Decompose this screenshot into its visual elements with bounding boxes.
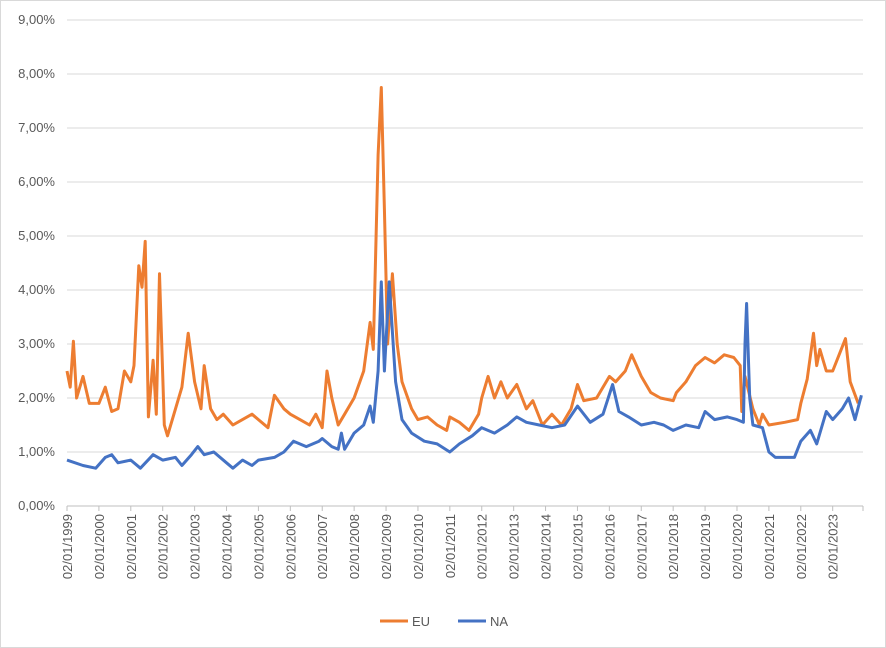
y-tick-label: 7,00% xyxy=(18,120,55,135)
x-tick-label: 02/01/2016 xyxy=(602,514,617,579)
x-tick-label: 02/01/2021 xyxy=(762,514,777,579)
x-tick-label: 02/01/2015 xyxy=(570,514,585,579)
y-tick-label: 9,00% xyxy=(18,12,55,27)
y-tick-label: 4,00% xyxy=(18,282,55,297)
x-tick-label: 02/01/2005 xyxy=(251,514,266,579)
y-tick-label: 0,00% xyxy=(18,498,55,513)
x-tick-label: 02/01/2022 xyxy=(794,514,809,579)
x-tick-label: 02/01/2014 xyxy=(539,514,554,579)
x-tick-label: 02/01/2009 xyxy=(379,514,394,579)
series-na-line xyxy=(66,280,863,470)
x-tick-label: 02/01/2019 xyxy=(698,514,713,579)
x-tick-label: 02/01/2011 xyxy=(443,514,458,578)
x-tick-label: 02/01/2018 xyxy=(666,514,681,579)
x-tick-label: 02/01/2002 xyxy=(156,514,171,579)
y-tick-label: 3,00% xyxy=(18,336,55,351)
x-tick-label: 02/01/2013 xyxy=(507,514,522,579)
x-axis-ticks: 02/01/1999 02/01/2000 02/01/2001 02/01/2002… xyxy=(60,506,864,579)
y-axis-ticks: 0,00% 1,00% 2,00% 3,00% 4,00% 5,00% 6,00% 7,00%… xyxy=(18,12,55,513)
gridlines xyxy=(67,19,863,507)
x-tick-label: 02/01/2008 xyxy=(347,514,362,579)
x-tick-label: 02/01/2004 xyxy=(220,514,235,579)
y-tick-label: 1,00% xyxy=(18,444,55,459)
x-tick-label: 02/01/1999 xyxy=(60,514,75,579)
x-tick-label: 02/01/2001 xyxy=(124,514,139,579)
legend: EU NA xyxy=(380,614,508,629)
x-tick-label: 02/01/2012 xyxy=(475,514,490,579)
legend-label-eu: EU xyxy=(412,614,430,629)
x-tick-label: 02/01/2017 xyxy=(634,514,649,579)
series-eu-line xyxy=(65,86,860,438)
x-tick-label: 02/01/2020 xyxy=(730,514,745,579)
y-tick-label: 6,00% xyxy=(18,174,55,189)
legend-label-na: NA xyxy=(490,614,508,629)
x-tick-label: 02/01/2010 xyxy=(411,514,426,579)
x-tick-label: 02/01/2007 xyxy=(315,514,330,579)
x-tick-label: 02/01/2003 xyxy=(188,514,203,579)
y-tick-label: 5,00% xyxy=(18,228,55,243)
x-tick-label: 02/01/2006 xyxy=(283,514,298,579)
series-lines xyxy=(65,86,863,470)
x-tick-label: 02/01/2023 xyxy=(826,514,841,579)
y-tick-label: 2,00% xyxy=(18,390,55,405)
x-tick-label: 02/01/2000 xyxy=(92,514,107,579)
y-tick-label: 8,00% xyxy=(18,66,55,81)
